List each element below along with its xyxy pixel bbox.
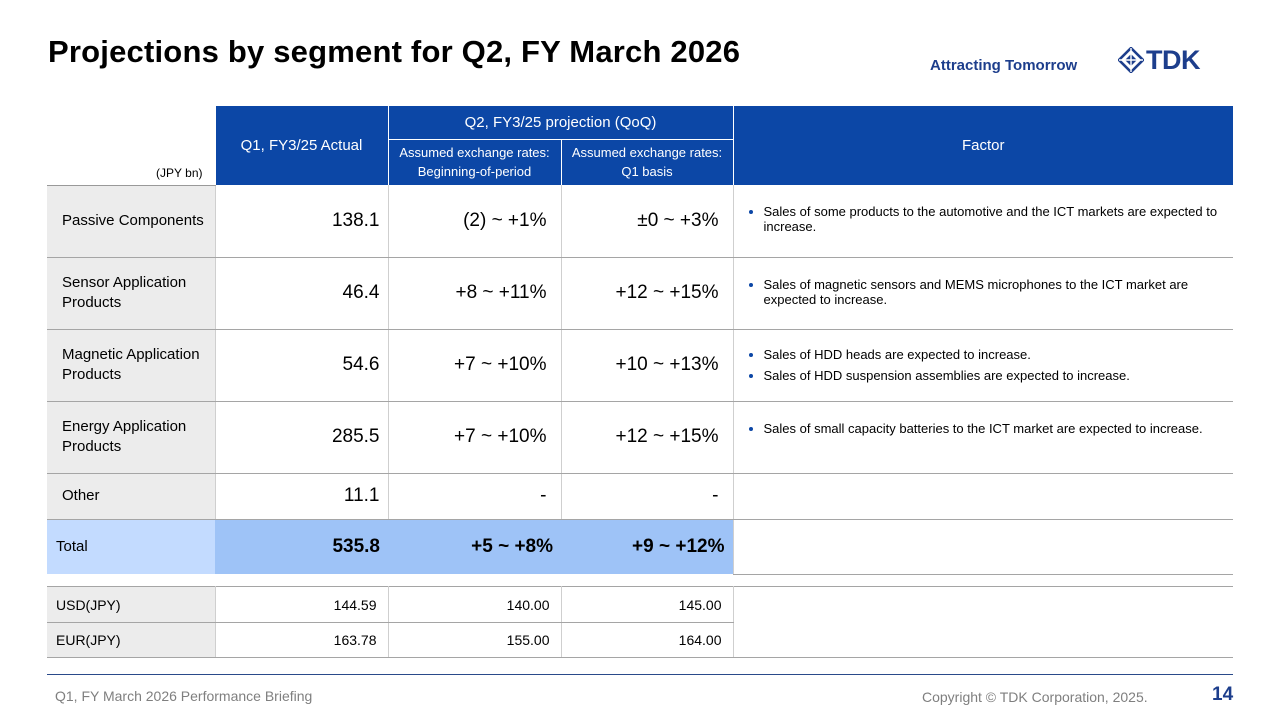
table-row: Magnetic Application Products 54.6 +7 ~ … <box>47 329 1233 402</box>
rate-value: 140.00 <box>387 586 561 623</box>
segment-name: Other <box>47 473 215 520</box>
footer-copyright: Copyright © TDK Corporation, 2025. <box>922 689 1148 705</box>
rate-value: 164.00 <box>560 622 733 658</box>
projection-value: +12 ~ +15% <box>560 257 733 330</box>
factor-cell: Sales of magnetic sensors and MEMS micro… <box>732 257 1233 330</box>
factor-item: Sales of magnetic sensors and MEMS micro… <box>764 277 1220 307</box>
page-number: 14 <box>1212 684 1234 705</box>
total-label: Total <box>47 519 215 574</box>
factor-cell <box>732 473 1233 520</box>
exchange-rate-table: USD(JPY) 144.59 140.00 145.00 EUR(JPY) 1… <box>47 586 1233 658</box>
col-header-rate-beginning: Assumed exchange rates: Beginning-of-per… <box>387 138 561 185</box>
unit-label: (JPY bn) <box>47 106 215 186</box>
table-row: EUR(JPY) 163.78 155.00 164.00 <box>47 622 1233 658</box>
projection-value: ±0 ~ +3% <box>560 185 733 258</box>
total-projection-value: +5 ~ +8% <box>388 519 561 574</box>
total-row: Total 535.8 +5 ~ +8% +9 ~ +12% <box>47 519 1233 575</box>
rate-value: 145.00 <box>560 586 733 623</box>
tdk-logo: TDK <box>1118 44 1201 75</box>
logo-text: TDK <box>1146 44 1201 75</box>
factor-item: Sales of HDD suspension assemblies are e… <box>764 368 1220 383</box>
projection-value: - <box>387 473 561 520</box>
currency-label: USD(JPY) <box>47 586 215 623</box>
col-header-rate-q1: Assumed exchange rates: Q1 basis <box>560 138 733 185</box>
projection-value: (2) ~ +1% <box>387 185 561 258</box>
tagline: Attracting Tomorrow <box>930 57 1078 74</box>
table-row: USD(JPY) 144.59 140.00 145.00 <box>47 586 1233 658</box>
factor-cell: Sales of small capacity batteries to the… <box>732 401 1233 474</box>
segment-name: Sensor Application Products <box>47 257 215 330</box>
projection-value: +12 ~ +15% <box>560 401 733 474</box>
table-row: Energy Application Products 285.5 +7 ~ +… <box>47 401 1233 474</box>
projection-table: (JPY bn) Q1, FY3/25 Actual Q2, FY3/25 pr… <box>47 106 1233 575</box>
col-header-factor: Factor <box>732 106 1233 185</box>
currency-label: EUR(JPY) <box>47 622 215 658</box>
segment-name: Energy Application Products <box>47 401 215 474</box>
actual-value: 11.1 <box>214 473 388 520</box>
projection-value: +8 ~ +11% <box>387 257 561 330</box>
actual-value: 285.5 <box>214 401 388 474</box>
table-row: Other 11.1 - - <box>47 473 1233 520</box>
factor-cell: Sales of HDD heads are expected to incre… <box>732 329 1233 402</box>
factor-cell <box>732 519 1233 575</box>
rate-value: 163.78 <box>214 622 388 658</box>
footer-divider <box>47 674 1233 675</box>
rate-value: 144.59 <box>214 586 388 623</box>
projection-value: +7 ~ +10% <box>387 329 561 402</box>
projection-value: +7 ~ +10% <box>387 401 561 474</box>
projection-value: - <box>560 473 733 520</box>
projection-value: +10 ~ +13% <box>560 329 733 402</box>
table-row: Sensor Application Products 46.4 +8 ~ +1… <box>47 257 1233 330</box>
rate-value: 155.00 <box>387 622 561 658</box>
total-projection-value: +9 ~ +12% <box>561 519 733 574</box>
actual-value: 46.4 <box>214 257 388 330</box>
col-header-projection: Q2, FY3/25 projection (QoQ) <box>387 106 733 139</box>
factor-item: Sales of small capacity batteries to the… <box>764 421 1220 436</box>
tdk-logo-icon <box>1118 47 1144 73</box>
rate-empty-cell <box>732 586 1233 658</box>
table-row: Passive Components 138.1 (2) ~ +1% ±0 ~ … <box>47 185 1233 258</box>
page-title: Projections by segment for Q2, FY March … <box>48 34 741 69</box>
actual-value: 138.1 <box>214 185 388 258</box>
total-actual-value: 535.8 <box>215 519 388 574</box>
factor-item: Sales of HDD heads are expected to incre… <box>764 347 1220 362</box>
factor-item: Sales of some products to the automotive… <box>764 204 1220 234</box>
col-header-actual: Q1, FY3/25 Actual <box>214 106 388 185</box>
footer-title: Q1, FY March 2026 Performance Briefing <box>55 688 313 704</box>
actual-value: 54.6 <box>214 329 388 402</box>
factor-cell: Sales of some products to the automotive… <box>732 185 1233 258</box>
segment-name: Passive Components <box>47 185 215 258</box>
segment-name: Magnetic Application Products <box>47 329 215 402</box>
